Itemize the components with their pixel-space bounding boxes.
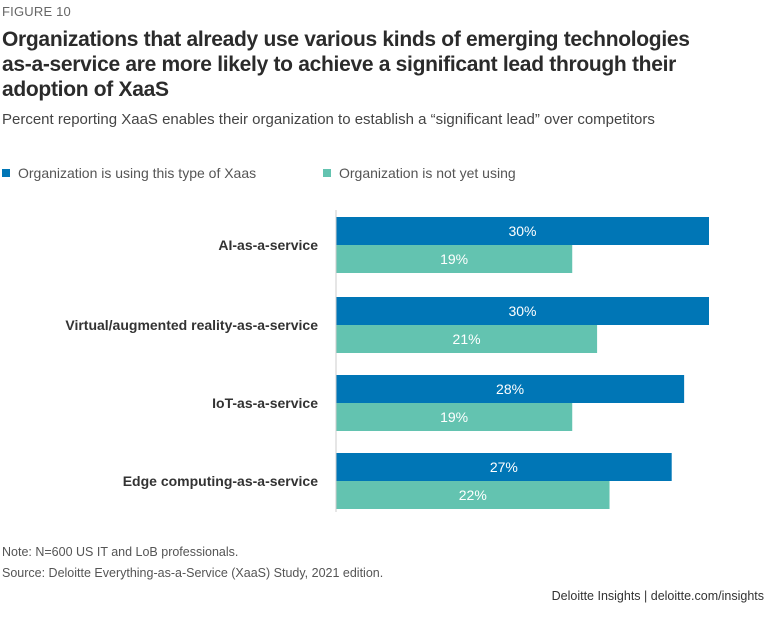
figure-label: FIGURE 10 [2, 4, 71, 19]
legend-swatch-using [2, 169, 10, 177]
category-label: Virtual/augmented reality-as-a-service [65, 317, 318, 333]
legend-swatch-not-using [323, 169, 331, 177]
data-label: 28% [496, 381, 524, 397]
category-label: IoT-as-a-service [212, 395, 318, 411]
data-label: 21% [453, 331, 481, 347]
legend-label-using: Organization is using this type of Xaas [18, 165, 257, 181]
bar-using [336, 453, 672, 481]
chart-note: Note: N=600 US IT and LoB professionals. [2, 545, 239, 559]
bar-using [336, 375, 685, 403]
data-label: 19% [440, 409, 468, 425]
bar-using [336, 297, 709, 325]
legend-label-not-using: Organization is not yet using [339, 165, 516, 181]
data-label: 22% [459, 487, 487, 503]
bar-not-using [336, 403, 573, 431]
credit: Deloitte Insights | deloitte.com/insight… [551, 589, 764, 603]
bar-not-using [336, 245, 573, 273]
data-label: 27% [490, 459, 518, 475]
data-label: 30% [508, 303, 536, 319]
chart-subtitle: Percent reporting XaaS enables their org… [2, 111, 655, 128]
category-label: Edge computing-as-a-service [123, 473, 318, 489]
bar-not-using [336, 481, 610, 509]
category-label: AI-as-a-service [218, 237, 318, 253]
bar-not-using [336, 325, 598, 353]
bar-using [336, 217, 709, 245]
chart-title: Organizations that already use various k… [2, 28, 690, 101]
data-label: 19% [440, 251, 468, 267]
legend-item-not-using: Organization is not yet using [323, 165, 516, 181]
legend-item-using: Organization is using this type of Xaas [2, 165, 256, 181]
chart-source: Source: Deloitte Everything-as-a-Service… [2, 566, 384, 580]
data-label: 30% [508, 223, 536, 239]
